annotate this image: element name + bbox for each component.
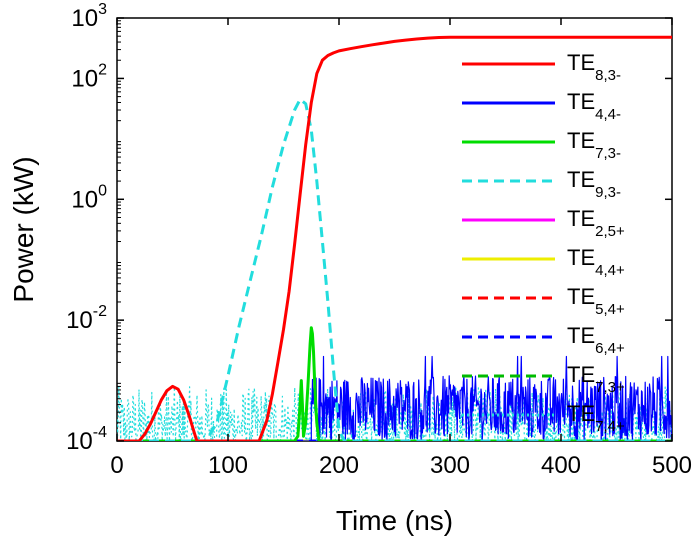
- legend-entry-subscript: 2,5+: [595, 223, 625, 240]
- legend-entry-subscript: 5,4+: [595, 301, 625, 318]
- y-tick-label: 102: [71, 61, 107, 92]
- series-line-te-7-3minus: [117, 326, 672, 441]
- legend-entry-name: TE: [567, 362, 595, 387]
- legend-entry-name: TE: [567, 206, 595, 231]
- legend-entry-subscript: 4,4-: [595, 106, 621, 123]
- legend-entry-subscript: 7,4+: [595, 418, 625, 435]
- y-tick-exponent: -2: [93, 303, 107, 320]
- legend-entry-name: TE: [567, 401, 595, 426]
- legend-entry-label: TE8,3-: [567, 50, 621, 84]
- legend-entry-name: TE: [567, 284, 595, 309]
- x-tick-label: 400: [541, 452, 581, 479]
- legend-entry-label: TE7,4+: [567, 401, 625, 435]
- y-tick-base: 10: [66, 307, 93, 334]
- x-tick-label: 300: [430, 452, 470, 479]
- legend-entry-label: TE7,3+: [567, 362, 625, 396]
- x-tick-label: 0: [110, 452, 123, 479]
- y-tick-exponent: -4: [93, 424, 107, 441]
- series-line-te-4-4minus: [117, 355, 672, 441]
- y-tick-base: 10: [71, 186, 98, 213]
- series-layer: [117, 35, 672, 441]
- legend-entry-name: TE: [567, 128, 595, 153]
- y-axis-label: Power (kW): [8, 156, 39, 302]
- x-tick-label: 500: [652, 452, 692, 479]
- legend-entry-subscript: 6,4+: [595, 340, 625, 357]
- y-tick-label: 100: [71, 182, 107, 213]
- legend-entry-label: TE9,3-: [567, 167, 621, 201]
- x-tick-label: 200: [319, 452, 359, 479]
- y-tick-exponent: 3: [98, 1, 107, 18]
- x-tick-label: 100: [208, 452, 248, 479]
- legend-entry-subscript: 4,4+: [595, 262, 625, 279]
- legend-entry-name: TE: [567, 89, 595, 114]
- series-line-te-9-3minus: [117, 97, 672, 441]
- legend-entry-label: TE5,4+: [567, 284, 625, 318]
- legend-entry-subscript: 9,3-: [595, 184, 621, 201]
- legend: TE8,3-TE4,4-TE7,3-TE9,3-TE2,5+TE4,4+TE5,…: [462, 50, 625, 435]
- y-tick-base: 10: [71, 5, 98, 32]
- x-axis-label: Time (ns): [336, 505, 453, 536]
- legend-entry-subscript: 8,3-: [595, 67, 621, 84]
- legend-entry-name: TE: [567, 167, 595, 192]
- legend-entry-label: TE2,5+: [567, 206, 625, 240]
- y-tick-base: 10: [66, 428, 93, 455]
- legend-entry-subscript: 7,3+: [595, 379, 625, 396]
- legend-entry-name: TE: [567, 50, 595, 75]
- legend-entry-label: TE6,4+: [567, 323, 625, 357]
- y-tick-label: 10-2: [66, 303, 107, 334]
- y-tick-exponent: 2: [98, 61, 107, 78]
- legend-entry-subscript: 7,3-: [595, 145, 621, 162]
- y-tick-label: 103: [71, 1, 107, 32]
- legend-entry-label: TE4,4+: [567, 245, 625, 279]
- y-tick-label: 10-4: [66, 424, 107, 455]
- series-line-te-8-3minus: [117, 35, 672, 441]
- y-tick-exponent: 0: [98, 182, 107, 199]
- y-tick-base: 10: [71, 65, 98, 92]
- legend-entry-name: TE: [567, 323, 595, 348]
- legend-entry-label: TE4,4-: [567, 89, 621, 123]
- legend-entry-label: TE7,3-: [567, 128, 621, 162]
- legend-entry-name: TE: [567, 245, 595, 270]
